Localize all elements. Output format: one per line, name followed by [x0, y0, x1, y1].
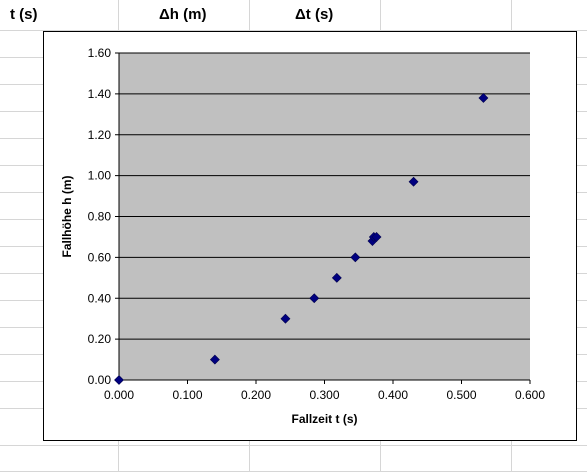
y-tick-label: 1.40: [88, 87, 112, 101]
data-point[interactable]: [114, 375, 124, 385]
column-header-delta-h[interactable]: Δh (m): [159, 6, 207, 23]
y-tick-label: 0.00: [88, 373, 112, 387]
y-tick-label: 1.20: [88, 128, 112, 142]
y-tick-label: 0.80: [88, 210, 112, 224]
y-tick-label: 0.20: [88, 332, 112, 346]
data-point[interactable]: [478, 93, 489, 103]
chart-object[interactable]: 0.00 0.20 0.40 0.60 0.80 1.00 1.20 1.40 1.60 0.00…: [43, 31, 577, 441]
data-point[interactable]: [350, 252, 361, 263]
y-tick-label: 1.60: [88, 46, 112, 60]
x-tick-label: 0.600: [515, 388, 545, 402]
y-tick-label: 1.00: [88, 169, 112, 183]
data-point[interactable]: [408, 176, 419, 187]
data-point[interactable]: [209, 354, 220, 365]
x-tick-label: 0.000: [104, 388, 134, 402]
data-point[interactable]: [280, 313, 291, 324]
x-tick-label: 0.500: [446, 388, 476, 402]
scatter-chart: 0.00 0.20 0.40 0.60 0.80 1.00 1.20 1.40 1.60 0.00…: [60, 46, 545, 426]
y-tick-label: 0.40: [88, 291, 112, 305]
column-header-t[interactable]: t (s): [10, 6, 38, 23]
x-tick-label: 0.100: [172, 388, 202, 402]
data-point[interactable]: [331, 272, 342, 283]
x-tick-label: 0.200: [241, 388, 271, 402]
x-tick-label: 0.300: [309, 388, 339, 402]
y-tick-label: 0.60: [88, 250, 112, 264]
column-header-delta-t[interactable]: Δt (s): [295, 6, 334, 23]
data-point[interactable]: [371, 232, 382, 242]
y-axis-label: Fallhöhe h (m): [60, 176, 74, 258]
x-axis-label: Fallzeit t (s): [291, 412, 357, 426]
x-tick-label: 0.400: [378, 388, 408, 402]
data-point[interactable]: [309, 293, 320, 304]
